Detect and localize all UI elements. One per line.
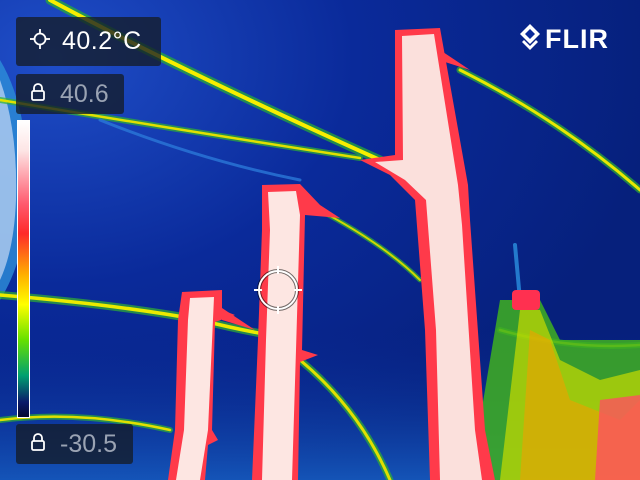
lock-icon: [30, 432, 46, 456]
temperature-palette-bar: [17, 120, 30, 418]
spot-temperature-value: 40.2°C: [62, 27, 142, 55]
spot-temperature-readout: 40.2°C: [16, 17, 161, 66]
crosshair-icon: [30, 29, 50, 54]
flir-diamond-icon: [519, 23, 541, 56]
scale-max-value: 40.6: [60, 79, 109, 108]
lock-icon: [30, 82, 46, 106]
flir-logo: FLIR: [519, 23, 609, 56]
flir-brand-text: FLIR: [545, 24, 609, 54]
center-crosshair-icon: [254, 266, 302, 314]
scale-max-readout: 40.6: [16, 74, 124, 114]
scale-min-value: -30.5: [60, 429, 117, 458]
scale-min-readout: -30.5: [16, 424, 133, 464]
